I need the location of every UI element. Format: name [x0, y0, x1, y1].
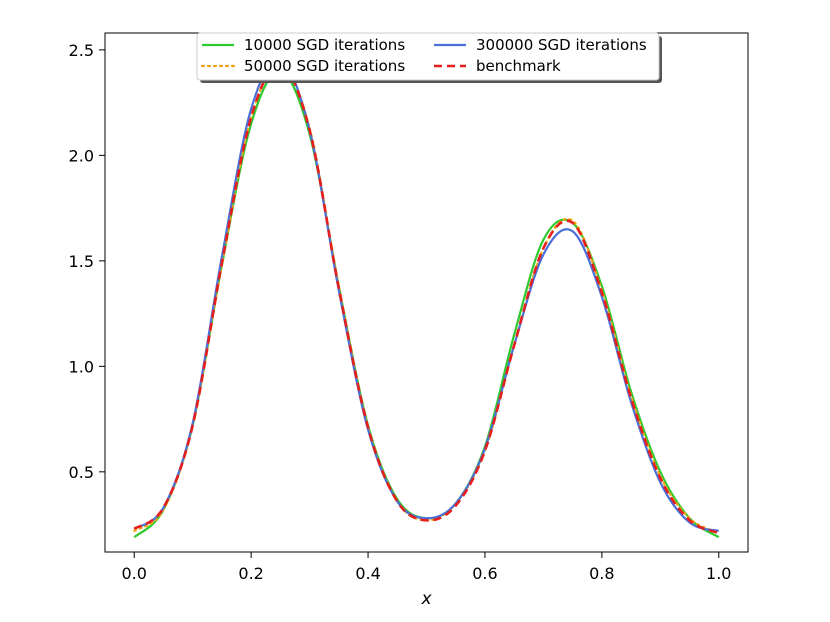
- series-line-2: [133, 63, 720, 535]
- axes-frame: [104, 32, 749, 553]
- y-tick-label: 2.0: [69, 146, 94, 165]
- x-axis-ticks: 0.0 0.2 0.4 0.6 0.8 1.0: [122, 552, 731, 583]
- x-axis-label: x: [420, 589, 432, 609]
- x-tick-label: 0.0: [122, 564, 147, 583]
- series-line-4: [133, 63, 720, 535]
- legend-label-1: 10000 SGD iterations: [244, 36, 405, 54]
- legend: 10000 SGD iterations 50000 SGD iterations…: [196, 32, 662, 83]
- x-tick-label: 0.2: [238, 564, 263, 583]
- legend-label-3: 300000 SGD iterations: [476, 36, 647, 54]
- series-line-3: [133, 58, 720, 532]
- y-tick-label: 2.5: [69, 41, 94, 60]
- legend-box: [196, 32, 660, 81]
- x-tick-label: 0.6: [472, 564, 497, 583]
- legend-label-2: 50000 SGD iterations: [244, 57, 405, 75]
- y-tick-label: 1.5: [69, 252, 94, 271]
- legend-label-4: benchmark: [476, 57, 561, 75]
- y-tick-label: 1.0: [69, 357, 94, 376]
- x-tick-label: 1.0: [706, 564, 731, 583]
- y-axis-ticks: 0.5 1.0 1.5 2.0 2.5: [69, 41, 105, 482]
- y-tick-label: 0.5: [69, 463, 94, 482]
- x-tick-label: 0.4: [355, 564, 380, 583]
- series-lines: [133, 58, 720, 539]
- x-tick-label: 0.8: [589, 564, 614, 583]
- series-line-1: [133, 69, 720, 539]
